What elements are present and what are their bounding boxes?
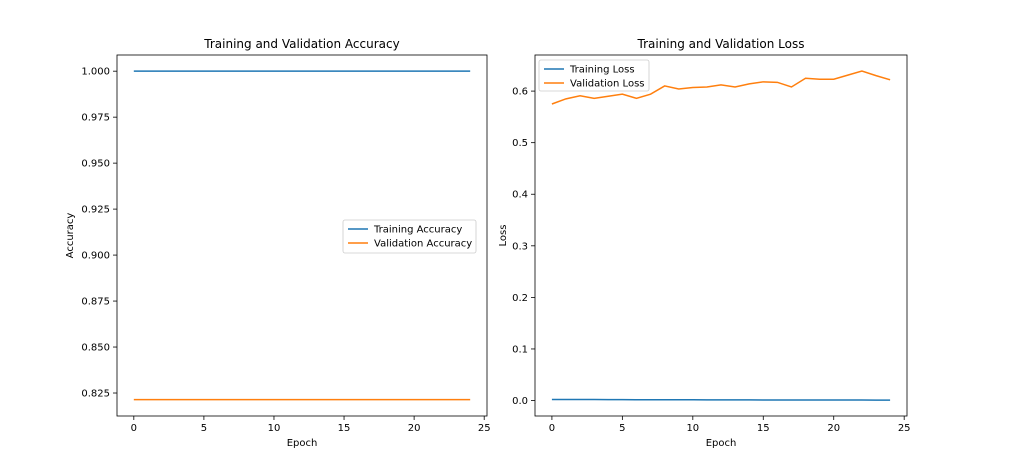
legend-label: Validation Loss [570,79,645,90]
legend-box [538,59,650,92]
chart-title: Training and Validation Loss [637,37,805,51]
x-axis-label: Epoch [706,438,737,449]
y-axis-label: Loss [498,225,509,247]
legend-label: Training Accuracy [373,225,462,236]
y-tick-label: 0.4 [512,190,528,201]
legend-box [342,219,477,254]
y-tick-label: 0.900 [81,251,110,262]
x-tick-label: 10 [686,423,699,434]
legend-label: Validation Accuracy [374,239,472,250]
y-tick-label: 0.950 [81,159,110,170]
y-tick-label: 0.5 [512,138,528,149]
chart-title: Training and Validation Accuracy [203,37,399,51]
x-tick-label: 10 [268,423,281,434]
y-tick-label: 0.975 [81,113,110,124]
chart-1: Training and Validation Accuracy 0 5 10 15 20… [65,37,491,449]
x-tick-label: 0 [131,423,137,434]
x-tick-label: 15 [338,423,351,434]
legend-label: Training Loss [569,65,635,76]
legend: Training Loss Validation Loss [538,59,650,92]
y-tick-label: 0.850 [81,343,110,354]
y-axis-label: Accuracy [65,213,76,259]
x-tick-label: 20 [408,423,421,434]
plot-frame [534,54,908,417]
x-tick-label: 20 [827,423,840,434]
legend: Training Accuracy Validation Accuracy [342,219,477,254]
y-tick-label: 0.925 [81,205,110,216]
x-axis-label: Epoch [287,438,318,449]
training-loss-line [551,398,891,401]
x-tick-label: 0 [549,423,555,434]
chart-2: Training and Validation Loss 0 5 10 15 20 25 0.… [498,37,911,449]
y-tick-label: 0.3 [512,241,528,252]
plot-frame [116,54,488,417]
y-tick-label: 0.875 [81,297,110,308]
y-tick-label: 0.0 [512,396,528,407]
validation-loss-line [551,70,891,105]
y-tick-label: 0.825 [81,389,110,400]
y-tick-label: 0.6 [512,87,528,98]
x-tick-label: 25 [478,423,491,434]
x-tick-label: 25 [898,423,911,434]
x-tick-label: 5 [201,423,207,434]
y-tick-label: 0.2 [512,293,528,304]
y-tick-label: 1.000 [81,67,110,78]
x-tick-label: 5 [619,423,625,434]
y-tick-label: 0.1 [512,344,528,355]
x-tick-label: 15 [757,423,770,434]
